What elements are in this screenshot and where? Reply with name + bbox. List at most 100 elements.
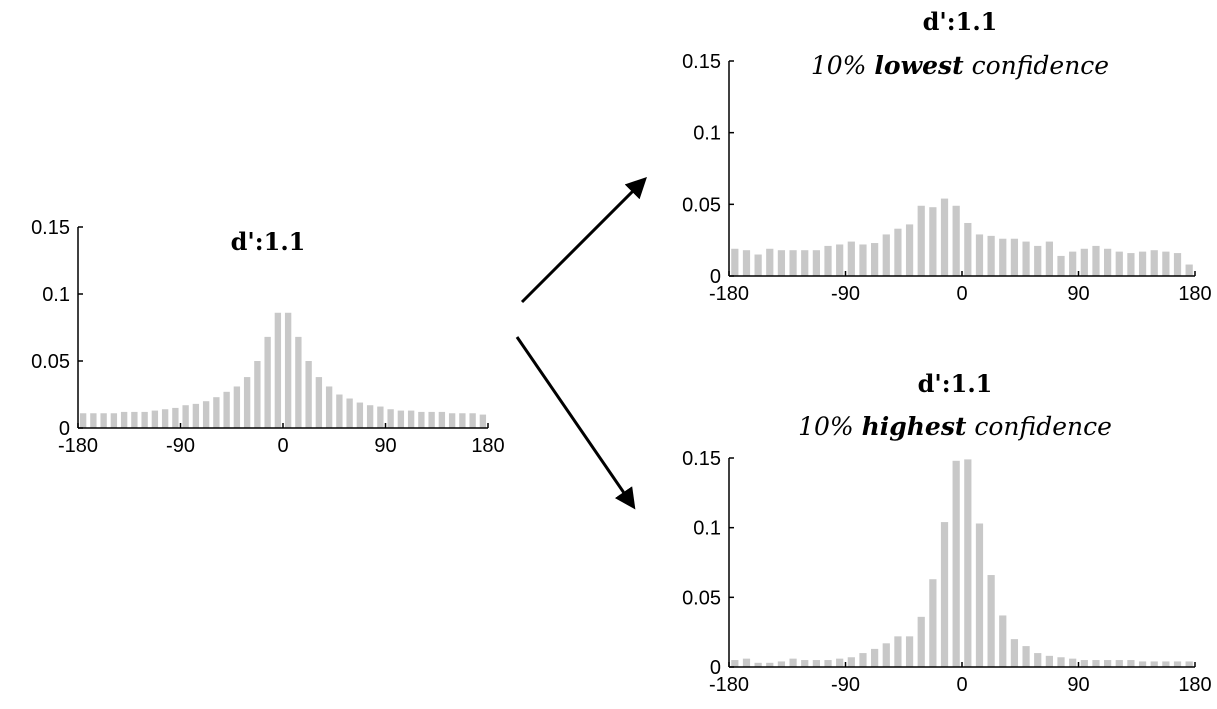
left-y-tick-label: 0.15 — [31, 217, 70, 239]
top-right-bar — [859, 244, 867, 276]
top-right-bar — [812, 250, 820, 276]
left-bar — [377, 406, 384, 428]
top-right-bar — [1162, 251, 1170, 276]
left-y-tick-label: 0.1 — [42, 284, 70, 306]
left-bar — [428, 411, 435, 428]
top-right-x-tick-label: 180 — [1178, 283, 1211, 305]
left-panel: d':1.1 0 0.05 0.1 0.15 -180 -90 0 90 180 — [31, 217, 505, 457]
bottom-right-bar — [1173, 661, 1182, 667]
top-right-panel: d':1.1 10% lowest confidence 0 0.05 0.1 0.1… — [682, 7, 1212, 305]
bottom-right-y-tick-label: 0.05 — [682, 587, 721, 609]
left-bar — [120, 411, 128, 428]
top-right-bar — [987, 235, 995, 276]
top-right-bar — [1115, 251, 1123, 276]
top-right-plot: 0 0.05 0.1 0.15 -180 -90 0 90 180 — [682, 51, 1212, 305]
left-bar — [284, 312, 292, 428]
left-bar — [182, 405, 189, 428]
left-bar — [356, 402, 364, 428]
bottom-right-bar — [894, 636, 902, 667]
top-right-bar — [1138, 251, 1147, 276]
top-right-bar — [836, 244, 844, 276]
bottom-right-bar — [975, 523, 984, 667]
top-right-y-tick-label: 0.15 — [682, 51, 721, 73]
bottom-right-bar — [952, 460, 960, 667]
bottom-right-bar — [1138, 661, 1147, 667]
top-right-bar — [824, 245, 832, 276]
top-right-bar — [975, 234, 984, 276]
bottom-right-y-tick-label: 0.15 — [682, 448, 721, 470]
top-right-bar — [882, 234, 890, 276]
top-right-x-tick-label: 0 — [956, 283, 967, 305]
left-bar — [254, 361, 261, 428]
left-bar — [233, 386, 241, 428]
top-right-bar — [1057, 255, 1065, 276]
top-right-bar — [999, 238, 1007, 276]
bottom-right-bar — [731, 660, 739, 667]
bottom-right-subtitle: 10% highest confidence — [798, 412, 1112, 441]
top-right-bar — [1080, 248, 1088, 276]
top-right-bar — [929, 207, 937, 276]
top-right-y-tick-label: 0 — [710, 266, 721, 288]
bottom-right-bar — [1150, 661, 1158, 667]
bottom-right-bar — [1080, 660, 1088, 667]
left-bar — [387, 409, 394, 428]
left-bar — [315, 377, 323, 428]
left-bar — [459, 413, 466, 428]
bottom-right-panel: d':1.1 10% highest confidence 0 0.05 0.1 0.… — [682, 369, 1212, 696]
bottom-right-bar — [754, 662, 762, 667]
bottom-right-bar — [1057, 657, 1065, 667]
bottom-right-bar — [871, 648, 879, 667]
top-right-bar — [766, 248, 774, 276]
left-bar — [243, 377, 251, 428]
left-bar — [223, 391, 230, 428]
left-bar — [325, 386, 333, 428]
bottom-right-bar — [1104, 660, 1112, 667]
top-right-y-tick-label: 0.05 — [682, 194, 721, 216]
top-right-bar — [1069, 251, 1077, 276]
bottom-right-title: d':1.1 — [918, 369, 993, 398]
bottom-right-bar — [1010, 639, 1019, 667]
bottom-right-x-tick-label: -90 — [831, 674, 860, 696]
bottom-right-bar — [1092, 660, 1100, 667]
top-right-bar — [1173, 253, 1182, 276]
left-bar — [79, 413, 87, 428]
bottom-right-bar — [836, 658, 844, 667]
left-bar — [151, 410, 159, 428]
bottom-right-plot: 0 0.05 0.1 0.15 -180 -90 0 90 180 — [682, 448, 1212, 696]
left-bar — [479, 414, 487, 428]
left-bar — [397, 410, 405, 428]
left-bar — [438, 411, 446, 428]
top-right-bar — [871, 243, 879, 276]
bottom-right-bar — [917, 616, 925, 667]
left-x-tick-label: 0 — [277, 435, 288, 457]
top-right-bar — [1034, 245, 1042, 276]
left-bar — [407, 410, 415, 428]
top-right-bar — [777, 250, 786, 276]
bottom-right-bar — [789, 658, 797, 667]
left-title: d':1.1 — [231, 227, 306, 256]
left-bar — [295, 336, 302, 428]
bottom-right-bar — [964, 459, 972, 667]
left-bar — [192, 403, 200, 428]
bottom-right-bar — [824, 660, 832, 667]
left-bar — [366, 405, 374, 428]
left-bar — [213, 397, 220, 428]
left-bar — [336, 394, 343, 428]
left-bar — [131, 411, 138, 428]
bottom-right-bar — [847, 657, 855, 667]
bottom-right-bar — [1045, 655, 1053, 667]
top-right-bar — [789, 250, 797, 276]
top-right-bar — [1010, 238, 1019, 276]
top-right-bar — [801, 250, 809, 276]
bottom-right-subtitle-before: 10% — [798, 412, 862, 441]
arrow-to-lowest — [520, 177, 647, 304]
left-y-tick-label: 0.05 — [31, 351, 70, 373]
left-bar — [346, 398, 353, 428]
top-right-subtitle-bold: lowest — [874, 51, 964, 80]
top-right-bar — [754, 254, 762, 276]
top-right-bar — [1127, 253, 1135, 276]
top-right-y-tick-label: 0.1 — [693, 123, 721, 145]
top-right-bar — [742, 250, 751, 276]
bottom-right-subtitle-bold: highest — [862, 412, 967, 441]
